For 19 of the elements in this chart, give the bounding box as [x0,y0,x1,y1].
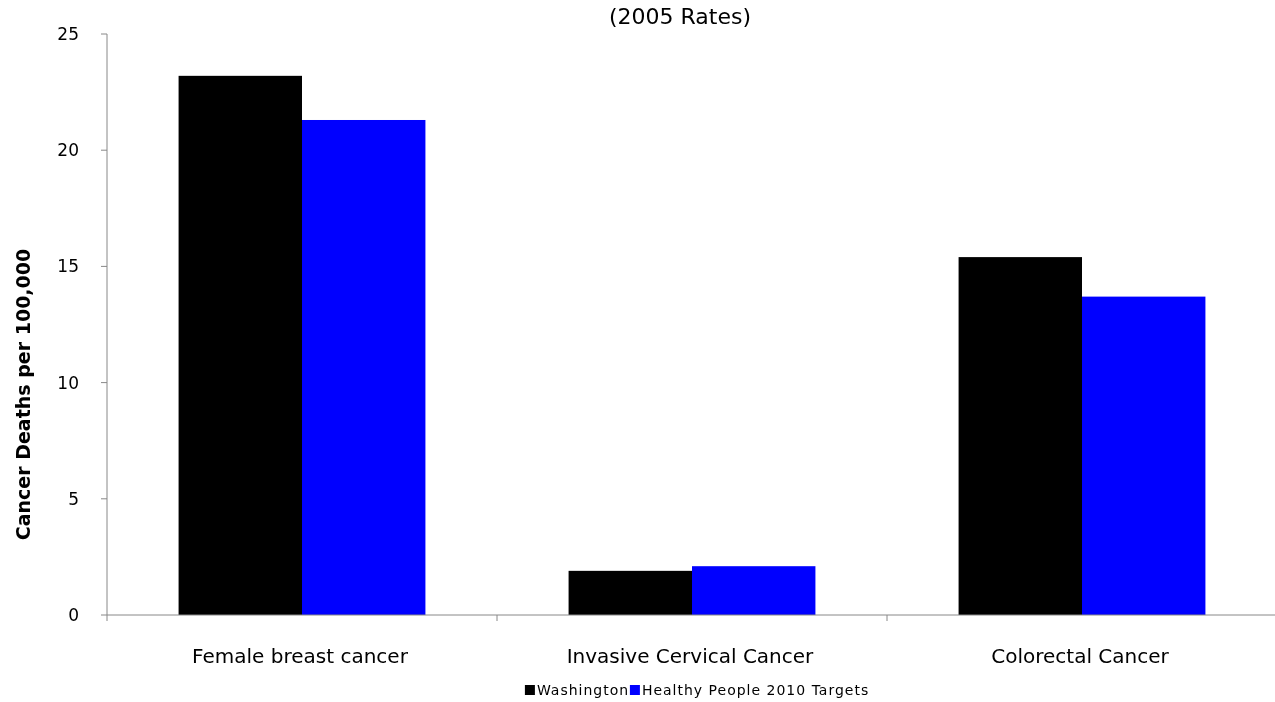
bar [302,119,426,615]
chart-title: (2005 Rates) [608,4,752,29]
y-tick-label: 10 [57,372,79,393]
x-tick-label: Colorectal Cancer [991,644,1170,668]
bar [958,257,1082,615]
legend-label: Washington [536,682,630,698]
y-tick-label: 0 [68,604,79,625]
legend-label: Healthy People 2010 Targets [641,682,870,698]
y-tick-label: 15 [57,256,79,277]
y-tick-label: 20 [57,140,79,161]
y-tick-label: 5 [68,488,79,509]
bar [178,75,302,615]
bar [692,566,816,615]
bar [1082,296,1206,615]
x-tick-label: Female breast cancer [192,644,409,668]
bar [568,570,692,615]
x-tick-label: Invasive Cervical Cancer [566,644,815,668]
y-axis-title: Cancer Deaths per 100,000 [12,248,34,541]
y-tick-label: 25 [57,23,79,44]
